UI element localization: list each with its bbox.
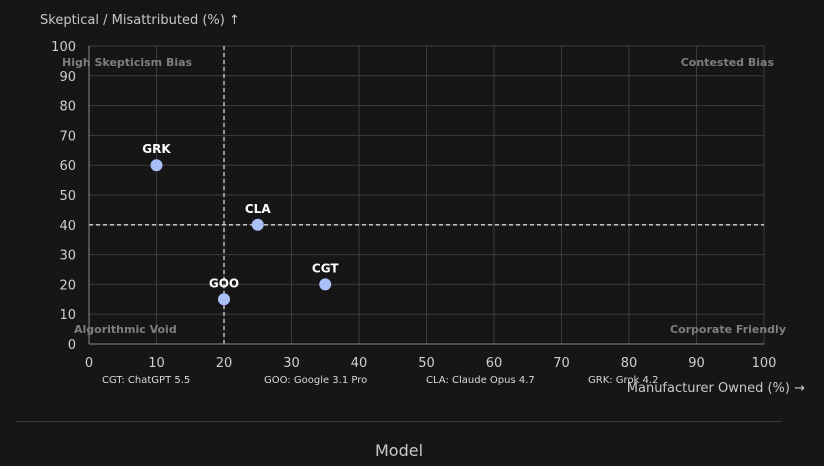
y-tick-label: 30	[59, 249, 76, 264]
y-tick-label: 80	[59, 100, 76, 115]
y-axis-title: Skeptical / Misattributed (%) ↑	[40, 13, 240, 28]
axes	[88, 46, 764, 345]
x-tick-label: 20	[216, 356, 233, 371]
quadrant-label-top-left: High Skepticism Bias	[62, 56, 193, 69]
y-tick-label: 0	[68, 338, 76, 353]
point-label: GOO	[209, 276, 239, 290]
legend-entry-cla: CLA: Claude Opus 4.7	[426, 375, 535, 386]
x-tick-label: 50	[418, 356, 435, 371]
data-point-cla: CLA	[245, 202, 271, 231]
point-marker	[251, 218, 264, 231]
x-tick-label: 80	[621, 356, 638, 371]
footer-label: Model	[374, 441, 424, 460]
y-tick-label: 50	[59, 189, 76, 204]
quadrant-label-bottom-right: Corporate Friendly	[670, 323, 786, 336]
point-marker	[150, 159, 163, 172]
data-point-grk: GRK	[142, 142, 171, 172]
point-label: CLA	[245, 202, 271, 216]
x-axis-title: Manufacturer Owned (%) →	[626, 381, 805, 396]
legend-entry-cgt: CGT: ChatGPT 5.5	[102, 375, 191, 386]
y-tick-label: 90	[59, 70, 76, 85]
x-tick-label: 90	[688, 356, 705, 371]
point-label: CGT	[312, 261, 339, 275]
quadrant-labels: High Skepticism Bias Contested Bias Algori…	[62, 56, 786, 336]
x-tick-label: 10	[148, 356, 165, 371]
grid-lines	[88, 45, 765, 345]
y-tick-label: 100	[51, 40, 76, 55]
y-tick-label: 60	[59, 159, 76, 174]
legend-entry-grk: GRK: Grok 4.2	[588, 375, 659, 386]
quadrant-label-bottom-left: Algorithmic Void	[74, 323, 177, 336]
y-tick-label: 40	[59, 219, 76, 234]
x-tick-label: 70	[553, 356, 570, 371]
quadrant-label-top-right: Contested Bias	[681, 56, 775, 69]
y-tick-label: 20	[59, 278, 76, 293]
data-points: GRK CLA CGT GOO	[142, 142, 339, 306]
tick-labels: 0 10 20 30 40 50 60 70 80 90 100 0 10 20 30 40 50 60 70 80 9…	[51, 40, 776, 371]
data-point-goo: GOO	[209, 276, 239, 306]
y-tick-label: 10	[59, 308, 76, 323]
legend-entry-goo: GOO: Google 3.1 Pro	[264, 375, 368, 386]
y-tick-label: 70	[59, 129, 76, 144]
x-tick-label: 0	[85, 356, 93, 371]
point-marker	[319, 278, 332, 291]
point-label: GRK	[142, 142, 171, 156]
divider	[16, 421, 782, 422]
point-marker	[218, 293, 230, 306]
data-point-cgt: CGT	[312, 261, 339, 291]
x-tick-label: 60	[486, 356, 503, 371]
x-tick-label: 40	[351, 356, 368, 371]
x-tick-label: 30	[283, 356, 300, 371]
x-tick-label: 100	[752, 356, 777, 371]
